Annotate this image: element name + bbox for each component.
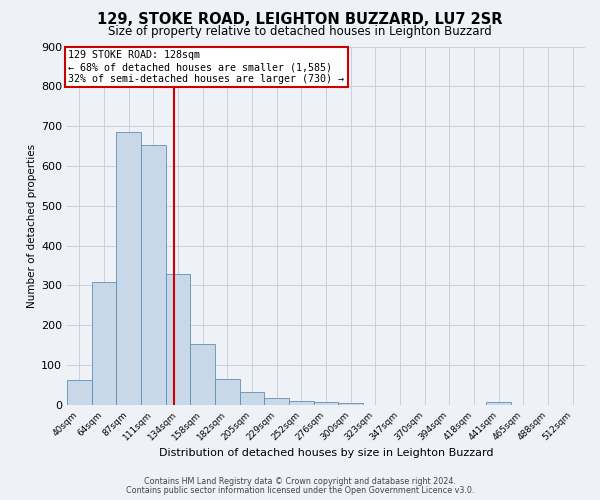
Bar <box>141 145 166 405</box>
Bar <box>166 274 190 405</box>
Bar <box>338 403 363 405</box>
Bar <box>116 132 141 405</box>
Text: 129, STOKE ROAD, LEIGHTON BUZZARD, LU7 2SR: 129, STOKE ROAD, LEIGHTON BUZZARD, LU7 2… <box>97 12 503 28</box>
Bar <box>487 402 511 405</box>
Text: Contains public sector information licensed under the Open Government Licence v3: Contains public sector information licen… <box>126 486 474 495</box>
Y-axis label: Number of detached properties: Number of detached properties <box>27 144 37 308</box>
Bar <box>92 282 116 405</box>
Bar <box>289 401 314 405</box>
Bar <box>190 344 215 405</box>
Text: Size of property relative to detached houses in Leighton Buzzard: Size of property relative to detached ho… <box>108 25 492 38</box>
Bar <box>314 402 338 405</box>
Bar <box>215 379 240 405</box>
X-axis label: Distribution of detached houses by size in Leighton Buzzard: Distribution of detached houses by size … <box>159 448 493 458</box>
Bar <box>265 398 289 405</box>
Bar <box>67 380 92 405</box>
Text: 129 STOKE ROAD: 128sqm
← 68% of detached houses are smaller (1,585)
32% of semi-: 129 STOKE ROAD: 128sqm ← 68% of detached… <box>68 50 344 84</box>
Bar <box>240 392 265 405</box>
Text: Contains HM Land Registry data © Crown copyright and database right 2024.: Contains HM Land Registry data © Crown c… <box>144 477 456 486</box>
